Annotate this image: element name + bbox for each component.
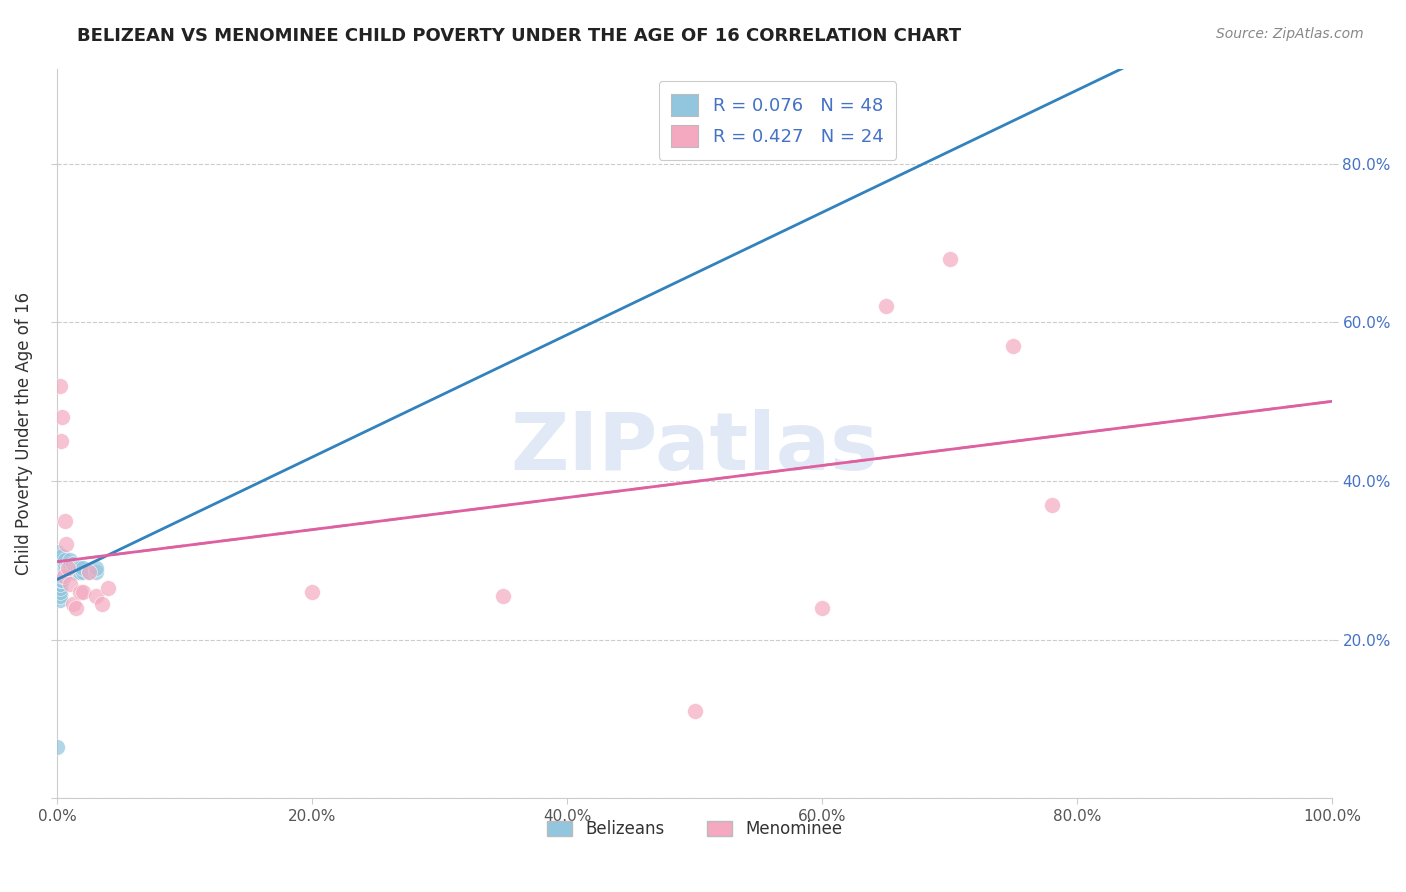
Point <box>49 581 72 595</box>
Point <box>51 573 73 587</box>
Point <box>56 557 79 571</box>
Point <box>69 561 91 575</box>
Text: ZIPatlas: ZIPatlas <box>510 409 879 487</box>
Point <box>46 569 69 583</box>
Point <box>66 565 89 579</box>
Point <box>52 569 75 583</box>
Point <box>53 514 76 528</box>
Point <box>49 593 72 607</box>
Point <box>1040 498 1063 512</box>
Point <box>811 600 834 615</box>
Point <box>77 565 100 579</box>
Point <box>77 565 100 579</box>
Point <box>84 589 107 603</box>
Point <box>46 553 69 567</box>
Point <box>65 600 87 615</box>
Point <box>49 565 72 579</box>
Point <box>62 565 84 579</box>
Point <box>84 561 107 575</box>
Point <box>62 597 84 611</box>
Point <box>1002 339 1025 353</box>
Point <box>49 434 72 449</box>
Point <box>72 561 94 575</box>
Point <box>59 565 82 579</box>
Point <box>53 553 76 567</box>
Point <box>53 561 76 575</box>
Point <box>62 561 84 575</box>
Point <box>51 410 73 425</box>
Point <box>69 565 91 579</box>
Point <box>301 585 323 599</box>
Point <box>66 561 89 575</box>
Point <box>62 557 84 571</box>
Point <box>46 557 69 571</box>
Point <box>49 577 72 591</box>
Point <box>59 553 82 567</box>
Point <box>51 553 73 567</box>
Point <box>97 581 120 595</box>
Point <box>49 589 72 603</box>
Point <box>90 597 112 611</box>
Point <box>46 561 69 575</box>
Point <box>59 557 82 571</box>
Text: BELIZEAN VS MENOMINEE CHILD POVERTY UNDER THE AGE OF 16 CORRELATION CHART: BELIZEAN VS MENOMINEE CHILD POVERTY UNDE… <box>77 27 962 45</box>
Point <box>49 573 72 587</box>
Point <box>69 585 91 599</box>
Point <box>63 561 86 575</box>
Point <box>63 565 86 579</box>
Point <box>492 589 515 603</box>
Point <box>49 569 72 583</box>
Point <box>53 565 76 579</box>
Point <box>51 569 73 583</box>
Point <box>683 704 706 718</box>
Point <box>59 577 82 591</box>
Point <box>875 300 897 314</box>
Point <box>55 537 77 551</box>
Point <box>56 565 79 579</box>
Point <box>46 545 69 559</box>
Legend: Belizeans, Menominee: Belizeans, Menominee <box>541 814 849 845</box>
Point <box>46 565 69 579</box>
Point <box>46 739 69 754</box>
Point <box>72 585 94 599</box>
Point <box>49 585 72 599</box>
Point <box>53 557 76 571</box>
Point <box>46 549 69 564</box>
Point <box>84 565 107 579</box>
Point <box>56 561 79 575</box>
Text: Source: ZipAtlas.com: Source: ZipAtlas.com <box>1216 27 1364 41</box>
Point <box>72 565 94 579</box>
Point <box>49 378 72 392</box>
Point <box>51 561 73 575</box>
Point <box>56 561 79 575</box>
Point <box>51 557 73 571</box>
Y-axis label: Child Poverty Under the Age of 16: Child Poverty Under the Age of 16 <box>15 292 32 574</box>
Point <box>938 252 960 266</box>
Point <box>59 561 82 575</box>
Point <box>51 549 73 564</box>
Point <box>51 565 73 579</box>
